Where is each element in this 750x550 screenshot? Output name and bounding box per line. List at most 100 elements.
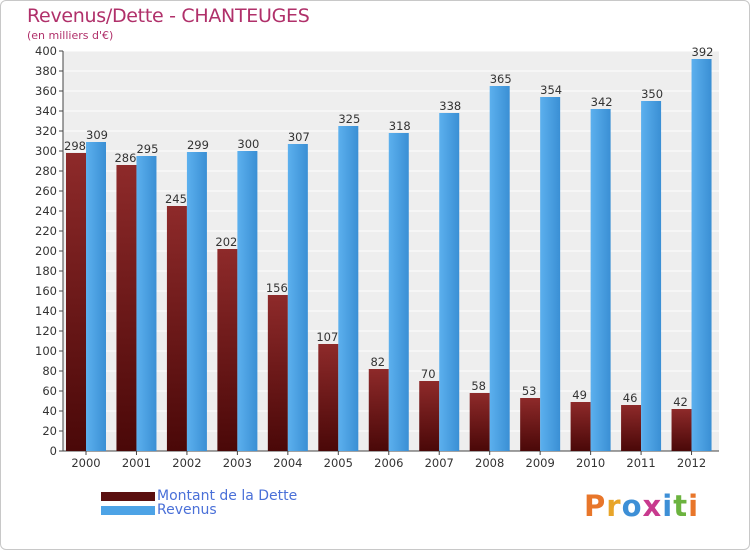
x-tick-label: 2008 [475,456,504,470]
debt-value-label: 202 [215,235,237,249]
revenue-value-label: 307 [288,130,310,144]
debt-bar [66,153,86,451]
x-tick-label: 2011 [626,456,655,470]
debt-value-label: 298 [64,139,86,153]
revenue-bar [439,113,460,451]
revenue-value-label: 342 [591,95,613,109]
logo-letter: i [662,489,674,523]
legend-swatch-dette [101,491,155,501]
debt-bar [671,409,692,451]
y-tick-label: 380 [35,64,57,78]
revenue-bar [388,133,409,451]
proxiti-logo: Proxiti [584,489,699,523]
debt-bar [469,393,490,451]
debt-bar [217,249,238,451]
y-tick-label: 320 [35,124,57,138]
debt-bar [520,398,541,451]
x-tick-label: 2006 [374,456,403,470]
revenue-bar [338,126,359,451]
y-tick-label: 0 [50,444,57,458]
debt-value-label: 82 [370,355,385,369]
debt-value-label: 42 [673,395,688,409]
y-tick-label: 360 [35,84,57,98]
debt-bar [570,402,591,451]
y-tick-label: 220 [35,224,57,238]
debt-value-label: 245 [165,192,187,206]
chart-title: Revenus/Dette - CHANTEUGES [27,5,310,27]
debt-value-label: 46 [623,391,638,405]
debt-bar [621,405,642,451]
revenue-value-label: 350 [641,87,663,101]
x-tick-label: 2004 [273,456,302,470]
x-tick-label: 2002 [172,456,201,470]
revenue-value-label: 299 [187,138,209,152]
debt-bar [166,206,187,451]
x-tick-label: 2005 [324,456,353,470]
y-tick-label: 400 [35,44,57,58]
y-tick-label: 300 [35,144,57,158]
x-tick-label: 2000 [71,456,100,470]
legend-item-revenus: Revenus [101,502,217,518]
y-tick-label: 20 [42,424,57,438]
debt-value-label: 53 [522,384,537,398]
logo-letter: P [584,489,607,523]
y-tick-label: 280 [35,164,57,178]
revenue-bar [641,101,662,451]
revenue-bar [489,86,510,451]
legend-label-dette: Montant de la Dette [157,488,298,504]
revenue-value-label: 300 [237,137,259,151]
revenue-value-label: 295 [136,142,158,156]
revenue-value-label: 365 [490,72,512,86]
legend-item-dette: Montant de la Dette [101,488,297,504]
y-tick-label: 340 [35,104,57,118]
logo-letter: x [642,489,663,523]
revenue-bar [186,152,207,451]
y-tick-label: 80 [42,364,57,378]
y-tick-label: 140 [35,304,57,318]
revenue-value-label: 392 [692,45,714,59]
debt-bar [368,369,389,451]
debt-bar [419,381,440,451]
revenue-bar [287,144,308,451]
x-tick-label: 2009 [526,456,555,470]
x-tick-label: 2001 [122,456,151,470]
revenue-value-label: 338 [439,99,461,113]
revenue-value-label: 309 [86,128,108,142]
debt-value-label: 107 [316,330,338,344]
legend-swatch-revenus [101,505,155,515]
y-tick-label: 60 [42,384,57,398]
revenue-bar [136,156,157,451]
revenue-bar [590,109,611,451]
y-tick-label: 160 [35,284,57,298]
debt-bar [267,295,288,451]
chart-subtitle: (en milliers d'€) [27,29,114,42]
debt-value-label: 70 [421,367,436,381]
x-tick-label: 2003 [223,456,252,470]
revenue-bar [86,142,106,451]
x-tick-label: 2007 [425,456,454,470]
x-tick-label: 2012 [677,456,706,470]
y-tick-label: 40 [42,404,57,418]
debt-value-label: 156 [266,281,288,295]
logo-letter: i [688,489,700,523]
revenue-value-label: 318 [389,119,411,133]
y-tick-label: 260 [35,184,57,198]
x-tick-label: 2010 [576,456,605,470]
revenue-bar [691,59,712,451]
revenue-value-label: 354 [540,83,562,97]
revenue-value-label: 325 [338,112,360,126]
y-tick-label: 200 [35,244,57,258]
debt-bar [318,344,339,451]
y-tick-label: 100 [35,344,57,358]
revenue-bar [237,151,258,451]
y-tick-label: 180 [35,264,57,278]
logo-letter: r [606,489,622,523]
logo-letter: t [673,489,689,523]
y-tick-label: 120 [35,324,57,338]
debt-value-label: 58 [471,379,486,393]
revenue-bar [540,97,561,451]
logo-letter: o [621,489,643,523]
debt-value-label: 286 [114,151,136,165]
